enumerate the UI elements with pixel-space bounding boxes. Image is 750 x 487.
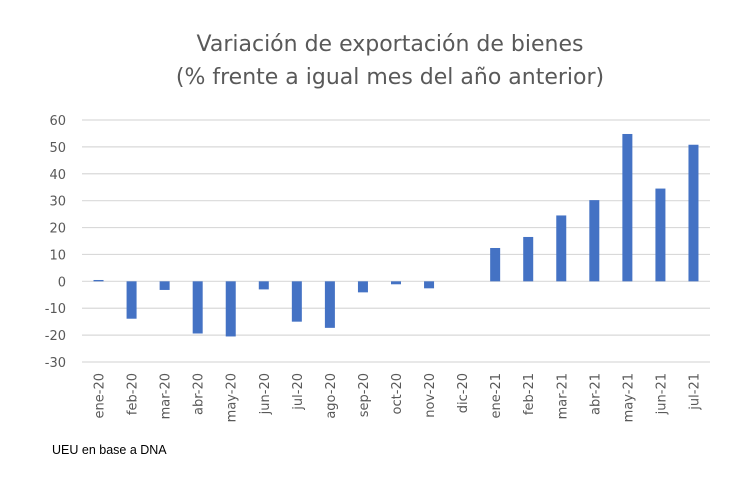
- bar-jun-21: [655, 188, 666, 282]
- bar-mar-21: [556, 215, 567, 282]
- bar-abr-21: [589, 200, 600, 282]
- y-tick-label: 60: [49, 114, 66, 129]
- bar-jul-21: [688, 144, 699, 282]
- bar-ago-20: [324, 281, 335, 328]
- chart-title-line-2: (% frente a igual mes del año anterior): [175, 65, 605, 90]
- bar-nov-20: [424, 281, 435, 289]
- x-tick-label: jul-21: [687, 373, 702, 411]
- x-tick-label: mar-21: [555, 373, 570, 419]
- x-tick-label: feb-21: [522, 373, 537, 415]
- x-tick-label: may-20: [225, 373, 240, 422]
- x-tick-label: abr-20: [192, 373, 207, 415]
- y-tick-label: 50: [49, 141, 66, 156]
- x-tick-label: feb-20: [126, 373, 141, 415]
- bar-abr-20: [192, 281, 203, 334]
- bar-jul-20: [291, 281, 302, 322]
- bar-may-21: [622, 133, 633, 282]
- y-tick-label: -30: [45, 356, 66, 371]
- x-tick-label: jun-20: [258, 373, 273, 415]
- x-tick-label: sep-20: [357, 373, 372, 417]
- x-tick-label: ago-20: [324, 373, 339, 419]
- x-tick-label: oct-20: [390, 373, 405, 414]
- bar-oct-20: [391, 281, 401, 285]
- bar-ene-20: [93, 279, 104, 282]
- x-tick-label: may-21: [621, 373, 636, 422]
- y-tick-label: 30: [49, 195, 66, 210]
- x-tick-label: ene-20: [93, 373, 108, 418]
- y-tick-label: -10: [45, 302, 66, 317]
- chart-title: Variación de exportación de bienes (% fr…: [0, 28, 750, 94]
- y-tick-label: -20: [45, 329, 66, 344]
- source-note: UEU en base a DNA: [52, 443, 167, 457]
- x-tick-label: nov-20: [423, 373, 438, 418]
- x-tick-label: ene-21: [489, 373, 504, 418]
- y-tick-label: 10: [49, 248, 66, 263]
- y-tick-label: 20: [49, 222, 66, 237]
- x-tick-label: jul-20: [291, 373, 306, 411]
- chart-title-line-1: Variación de exportación de bienes: [196, 32, 584, 57]
- y-tick-label: 40: [49, 168, 66, 183]
- bar-jun-20: [258, 281, 269, 290]
- bar-sep-20: [357, 281, 368, 293]
- bar-feb-21: [523, 236, 534, 282]
- x-tick-label: jun-21: [654, 373, 669, 415]
- x-tick-label: abr-21: [588, 373, 603, 415]
- x-tick-label: mar-20: [159, 373, 174, 419]
- bar-ene-21: [490, 247, 501, 282]
- bar-feb-20: [126, 281, 137, 319]
- y-tick-label: 0: [58, 275, 66, 290]
- bar-may-20: [225, 281, 236, 337]
- x-tick-label: dic-20: [456, 373, 471, 413]
- bar-mar-20: [159, 281, 170, 290]
